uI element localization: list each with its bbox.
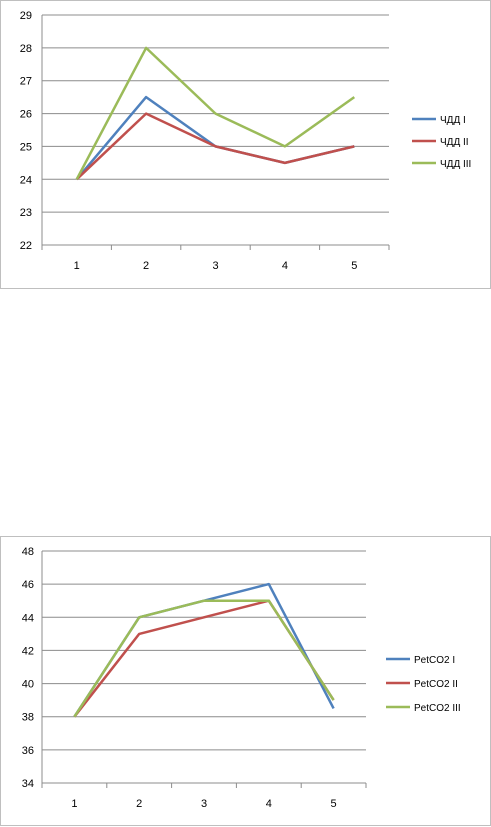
rr-series-line-2 xyxy=(75,112,355,181)
petco2-x-tick-label: 4 xyxy=(266,798,272,810)
petco2-y-tick-label: 38 xyxy=(22,712,34,724)
rr-y-tick-label: 27 xyxy=(20,76,32,88)
rr-y-tick-label: 28 xyxy=(20,43,32,55)
petco2-x-tick-label: 5 xyxy=(331,798,337,810)
rr-y-tick-label: 25 xyxy=(20,141,32,153)
rr-y-tick-label: 23 xyxy=(20,207,32,219)
petco2-y-tick-label: 40 xyxy=(22,679,34,691)
rr-legend-label-2: ЧДД II xyxy=(440,137,469,148)
rr-legend-label-1: ЧДД I xyxy=(440,115,466,126)
petco2-y-tick-label: 42 xyxy=(22,645,34,657)
rr-x-tick-label: 2 xyxy=(143,260,149,272)
rr-x-tick-label: 1 xyxy=(74,260,80,272)
petco2-legend-label-3: PetCO2 III xyxy=(414,703,461,714)
petco2-x-tick-label: 3 xyxy=(201,798,207,810)
rr-series-line-3 xyxy=(75,46,356,180)
rr-x-tick-label: 3 xyxy=(212,260,218,272)
rr-x-tick-label: 4 xyxy=(282,260,288,272)
petco2-legend-label-1: PetCO2 I xyxy=(414,655,455,666)
rr-legend-label-3: ЧДД III xyxy=(440,159,471,170)
rr-x-tick-label: 5 xyxy=(351,260,357,272)
petco2-y-tick-label: 34 xyxy=(22,778,34,790)
rr-y-tick-label: 26 xyxy=(20,109,32,121)
chart-petco2: 34 36 38 40 42 44 46 48 1 2 3 4 5 PetCO2 I PetCO2 II Pe… xyxy=(0,536,491,826)
rr-y-tick-label: 29 xyxy=(20,10,32,22)
petco2-y-tick-label: 44 xyxy=(22,612,34,624)
petco2-y-tick-label: 46 xyxy=(22,579,34,591)
rr-y-tick-label: 24 xyxy=(20,174,32,186)
petco2-series-line-3 xyxy=(73,599,335,718)
petco2-x-tick-label: 2 xyxy=(136,798,142,810)
petco2-x-tick-label: 1 xyxy=(71,798,77,810)
rr-y-tick-label: 22 xyxy=(20,240,32,252)
petco2-legend-label-2: PetCO2 II xyxy=(414,679,458,690)
petco2-y-tick-label: 36 xyxy=(22,745,34,757)
petco2-y-tick-label: 48 xyxy=(22,546,34,558)
chart-respiratory-rate: 22 23 24 25 26 27 28 29 1 2 3 4 5 ЧДД I ЧДД II ЧДД III xyxy=(0,0,491,289)
